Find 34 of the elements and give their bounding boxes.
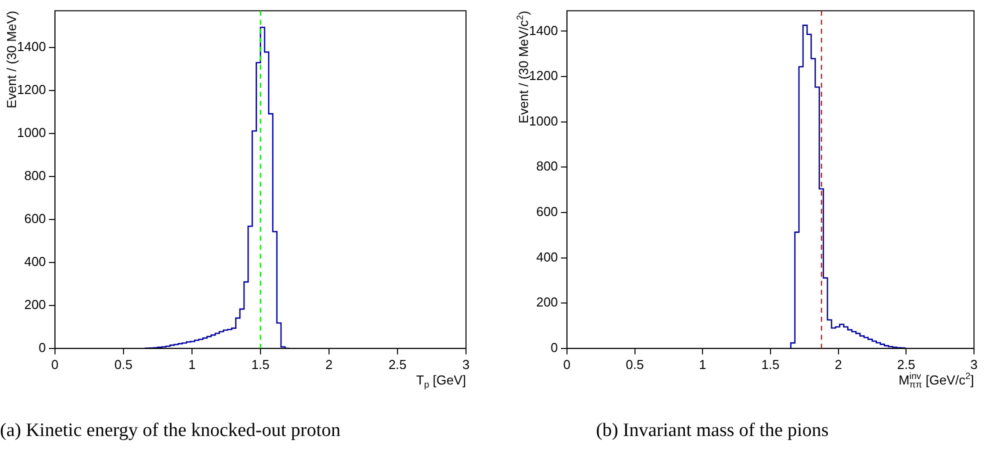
y-tick-label: 1000 xyxy=(17,124,46,140)
x-tick-label: 3 xyxy=(462,356,470,372)
x-tick-label: 2 xyxy=(325,356,333,372)
y-tick-label: 800 xyxy=(24,168,46,183)
y-tick-label: 1400 xyxy=(17,38,46,54)
y-tick-label: 400 xyxy=(24,254,46,269)
y-tick-label: 800 xyxy=(536,158,558,174)
x-tick-label: 0 xyxy=(51,356,59,372)
x-tick-label: 3 xyxy=(970,356,978,372)
y-tick-label: 600 xyxy=(24,210,46,226)
x-tick-label: 0.5 xyxy=(114,356,132,372)
y-tick-label: 1400 xyxy=(529,22,558,38)
y-axis-title: Event / (30 MeV) xyxy=(4,10,19,108)
x-tick-label: 2.5 xyxy=(897,356,916,372)
x-tick-label: 1 xyxy=(698,356,706,372)
y-axis-title: Event / (30 MeV/c2) xyxy=(514,10,531,124)
y-tick-label: 0 xyxy=(550,340,558,355)
y-tick-label: 1200 xyxy=(17,82,46,97)
y-tick-label: 1000 xyxy=(529,113,558,128)
text: (b) Invariant mass of the pions xyxy=(596,420,830,442)
y-tick-label: 200 xyxy=(24,296,46,312)
x-tick-label: 2 xyxy=(834,356,842,372)
x-tick-label: 1 xyxy=(188,356,196,372)
x-tick-label: 0 xyxy=(563,356,571,372)
x-tick-label: 0.5 xyxy=(626,356,644,372)
y-tick-label: 1200 xyxy=(529,68,558,84)
y-tick-label: 600 xyxy=(536,204,558,220)
y-tick-label: 0 xyxy=(38,340,46,355)
text: (a) Kinetic energy of the knocked-out proton xyxy=(0,420,342,442)
x-tick-label: 1.5 xyxy=(761,356,780,372)
x-tick-label: 1.5 xyxy=(251,356,270,372)
y-tick-label: 200 xyxy=(536,294,558,310)
y-tick-label: 400 xyxy=(536,249,558,264)
x-tick-label: 2.5 xyxy=(388,356,407,372)
